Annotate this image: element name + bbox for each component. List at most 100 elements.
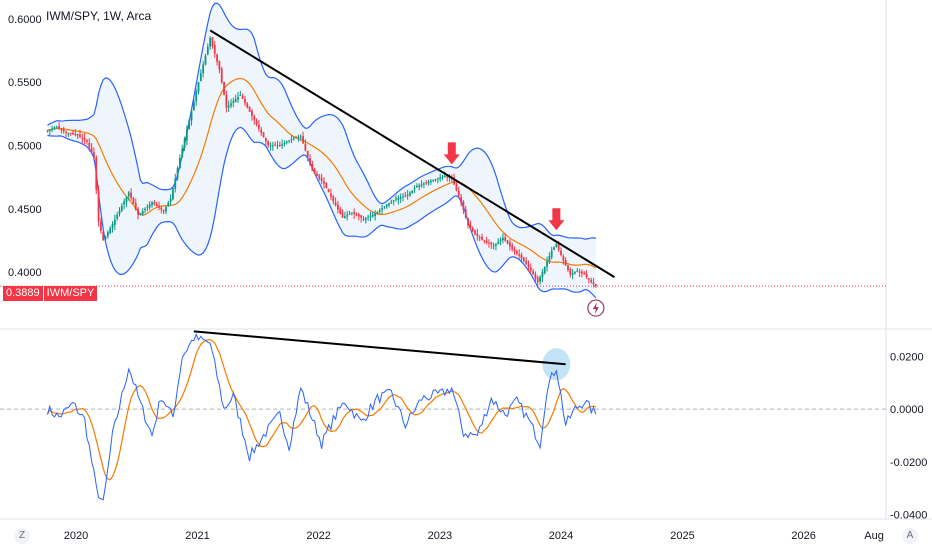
candle [106, 230, 109, 239]
candle [413, 185, 416, 194]
candle-body [183, 139, 186, 148]
candle-body [434, 179, 437, 181]
candle-body [376, 211, 379, 214]
candle-body [106, 232, 109, 237]
candle-body [576, 270, 579, 272]
candle [185, 125, 188, 146]
candle-body [581, 271, 583, 274]
candle [318, 174, 321, 181]
candle-body [536, 277, 539, 283]
candle-body [76, 133, 79, 136]
candle [495, 243, 497, 251]
candle-body [58, 126, 60, 129]
candle [416, 183, 418, 188]
candle [360, 214, 363, 223]
candle-body [244, 99, 246, 104]
candle [467, 217, 469, 229]
candle [104, 235, 107, 242]
candle [232, 97, 235, 108]
candle-body [60, 129, 63, 131]
candle [69, 132, 72, 136]
candle [576, 267, 579, 273]
candle [518, 249, 521, 260]
candle-body [102, 231, 105, 241]
candle [260, 126, 263, 137]
candle-body [353, 212, 356, 214]
candle [165, 206, 167, 215]
candle-body [197, 82, 200, 93]
candle-body [99, 221, 102, 231]
candle-body [46, 130, 49, 132]
auto-scale-z-button[interactable]: Z [14, 528, 30, 544]
candle-body [169, 198, 172, 203]
candle-body [53, 127, 56, 129]
candle-body [311, 164, 314, 171]
candle [323, 177, 325, 189]
candle [488, 239, 490, 248]
candle-body [123, 201, 126, 205]
candle [139, 212, 142, 216]
candle [581, 269, 583, 278]
candle-body [420, 184, 423, 186]
candle [427, 179, 430, 186]
candle [497, 238, 500, 245]
candle-body [399, 197, 402, 199]
candle [58, 122, 60, 131]
candle [546, 256, 548, 272]
candle [220, 66, 223, 84]
candle-body [237, 97, 239, 100]
time-axis-tick: Aug [864, 530, 884, 542]
candle [51, 125, 53, 132]
candle [569, 267, 572, 278]
candle [529, 263, 532, 273]
candle [76, 133, 79, 140]
candle-body [316, 173, 318, 176]
candle-body [325, 182, 328, 188]
candle-body [134, 202, 137, 210]
candle [339, 206, 342, 215]
down-arrow-marker [443, 142, 460, 165]
candle-body [453, 177, 456, 185]
candle-body [371, 214, 374, 217]
candle-body [557, 244, 560, 250]
candle-body [385, 204, 388, 207]
oscillator-trendline [193, 330, 566, 366]
candle-body [499, 239, 502, 242]
candle [555, 242, 558, 248]
candle-body [253, 116, 256, 121]
candle-body [65, 131, 67, 133]
candle [264, 137, 267, 146]
candle [237, 91, 239, 104]
candle-body [67, 133, 70, 135]
candle [288, 139, 291, 144]
candle [127, 190, 130, 201]
candle-body [504, 237, 507, 241]
candle [543, 266, 546, 275]
candle [334, 197, 337, 207]
candle [316, 171, 318, 177]
candle-body [404, 195, 407, 197]
candle-body [418, 185, 421, 187]
candle-body [155, 204, 158, 206]
candle-body [367, 216, 370, 218]
candle [144, 207, 146, 214]
candle-body [213, 44, 216, 54]
current-price-symbol: IWM/SPY [42, 286, 98, 301]
candle-body [260, 129, 263, 133]
candle [499, 237, 502, 246]
candle [513, 246, 516, 255]
candle-body [269, 145, 272, 147]
candle-body [167, 202, 170, 207]
candle-body [592, 282, 595, 285]
candle [434, 178, 437, 182]
candle-body [548, 256, 551, 263]
candle-body [590, 280, 593, 283]
candle-body [185, 129, 188, 141]
candle-body [564, 260, 567, 266]
candle-body [392, 200, 395, 202]
candle [267, 140, 270, 149]
auto-scale-a-button[interactable]: A [902, 528, 918, 544]
candle-body [350, 212, 353, 214]
candle [330, 188, 332, 201]
